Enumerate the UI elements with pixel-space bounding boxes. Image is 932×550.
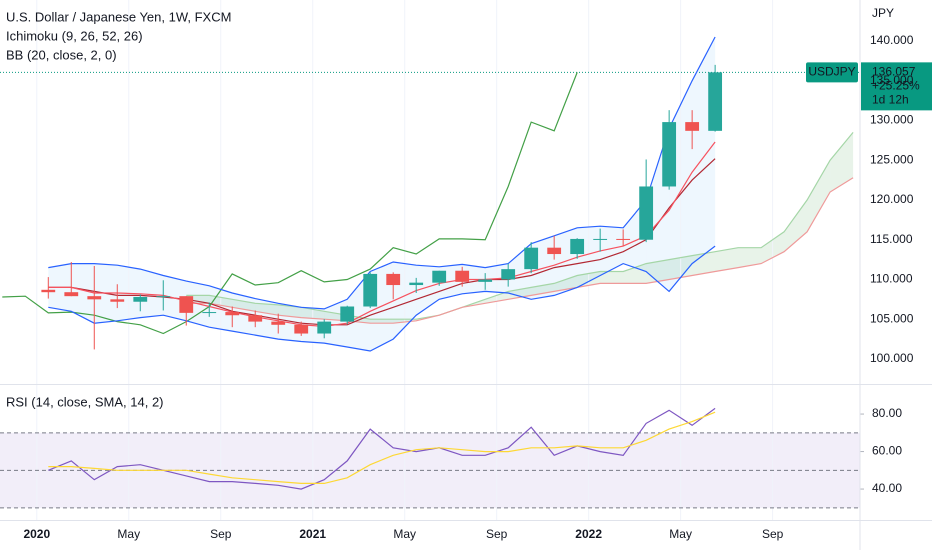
price-label: 136.057 <box>872 65 916 79</box>
band-fill <box>140 269 164 318</box>
candle-body <box>179 296 194 313</box>
band-fill <box>600 226 624 276</box>
pane-title: RSI (14, close, SMA, 14, 2) <box>6 394 164 409</box>
y-tick-label: 140.000 <box>870 33 914 47</box>
candle-body <box>593 238 608 240</box>
candle-body <box>133 296 148 302</box>
band-fill <box>646 259 670 284</box>
y-tick-label: 115.000 <box>870 232 913 246</box>
y-tick-label: 40.00 <box>872 481 902 495</box>
change-label: +25.25% <box>872 79 920 93</box>
indicator-line <box>186 177 854 324</box>
y-tick-label: 110.000 <box>870 272 913 286</box>
band-fill <box>370 319 394 324</box>
y-tick-label: 130.000 <box>870 113 914 127</box>
candle-body <box>432 270 447 283</box>
x-tick-label: May <box>669 527 692 541</box>
symbol-label: USDJPY <box>808 65 855 79</box>
band-fill <box>278 304 302 318</box>
legend-label: Ichimoku (9, 26, 52, 26) <box>6 28 143 43</box>
y-tick-label: 100.000 <box>870 351 914 365</box>
band-fill <box>738 247 762 268</box>
y-tick-label: 135.000 <box>870 73 914 87</box>
candle-body <box>662 122 677 187</box>
indicator-line <box>48 245 716 352</box>
candle-body <box>616 238 631 240</box>
candle-body <box>501 269 516 280</box>
band-fill <box>623 263 647 284</box>
y-tick-label: 125.000 <box>870 152 914 166</box>
candle-body <box>87 296 102 300</box>
band-fill <box>715 247 739 272</box>
band-fill <box>554 275 578 292</box>
x-tick-label: May <box>117 527 140 541</box>
x-tick-label: 2021 <box>299 527 326 541</box>
x-tick-label: Sep <box>762 527 784 541</box>
candle-body <box>225 312 240 316</box>
band-fill <box>692 251 716 276</box>
band-fill <box>600 271 624 284</box>
candle-body <box>639 186 654 240</box>
candle-body <box>202 312 217 314</box>
band-fill <box>255 303 279 316</box>
candle-body <box>524 247 539 270</box>
band-fill <box>807 160 831 232</box>
candle-body <box>386 273 401 286</box>
x-tick-label: Sep <box>210 527 232 541</box>
candle-body <box>64 292 79 297</box>
candle-body <box>41 289 56 293</box>
symbol-tag <box>806 62 858 83</box>
candle-body <box>156 296 171 298</box>
legend-label: BB (20, close, 2, 0) <box>6 47 117 62</box>
candle-body <box>547 247 562 255</box>
y-tick-label: 60.00 <box>872 444 902 458</box>
x-tick-label: Sep <box>486 527 508 541</box>
x-tick-label: 2022 <box>575 527 602 541</box>
chart-title: U.S. Dollar / Japanese Yen, 1W, FXCM <box>6 9 231 24</box>
candle-body <box>317 321 332 334</box>
band-fill <box>830 132 854 193</box>
price-tag <box>861 62 932 111</box>
candle-body <box>363 273 378 307</box>
candle-body <box>110 299 125 302</box>
candle-body <box>570 238 585 255</box>
band-fill <box>531 283 555 296</box>
candle-body <box>271 321 286 325</box>
y-tick-label: 80.00 <box>872 406 902 420</box>
band-fill <box>232 299 256 312</box>
candle-body <box>478 279 493 282</box>
band-fill <box>784 199 808 252</box>
x-tick-label: May <box>393 527 416 541</box>
x-tick-label: 2020 <box>23 527 50 541</box>
candle-body <box>294 324 309 334</box>
indicator-line <box>48 36 716 310</box>
candle-body <box>708 72 723 131</box>
candle-body <box>409 282 424 286</box>
indicator-line <box>2 72 578 335</box>
candle-body <box>685 122 700 131</box>
candle-body <box>248 315 263 322</box>
indicator-line <box>48 141 716 328</box>
countdown-label: 1d 12h <box>872 93 909 107</box>
y-tick-label: 105.000 <box>870 311 914 325</box>
candle-body <box>455 270 470 282</box>
band-fill <box>71 263 95 324</box>
y-tick-label: 120.000 <box>870 192 914 206</box>
candle-body <box>340 306 355 322</box>
rsi-line <box>48 407 716 490</box>
rsi-line <box>48 411 716 484</box>
y-axis-unit: JPY <box>872 6 894 20</box>
